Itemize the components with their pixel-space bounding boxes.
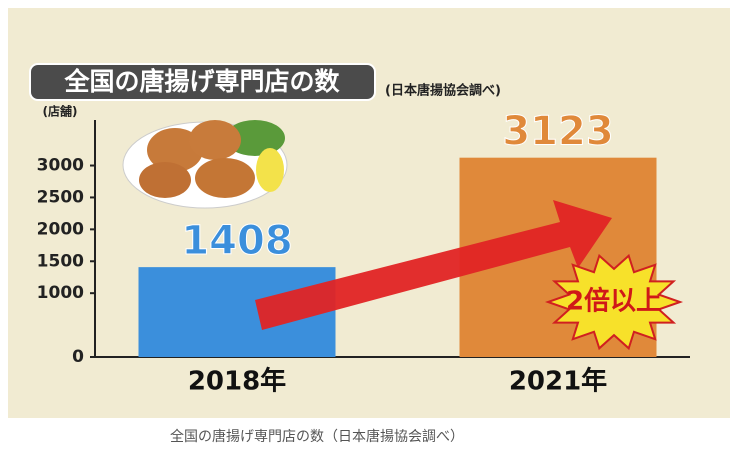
y-tick-label: 3000 bbox=[37, 156, 84, 176]
arrow bbox=[255, 200, 612, 330]
caption: 全国の唐揚げ専門店の数（日本唐揚協会調べ） bbox=[170, 428, 464, 445]
annotation: 2倍以上 bbox=[566, 286, 662, 317]
title-box bbox=[29, 63, 376, 101]
y-tick-label: 0 bbox=[72, 347, 84, 367]
value-label: 1408 bbox=[181, 218, 292, 264]
karaage-plate bbox=[122, 120, 288, 209]
lettuce bbox=[225, 120, 285, 156]
chart-title: 全国の唐揚げ専門店の数 bbox=[63, 67, 340, 96]
karaage bbox=[139, 162, 191, 198]
karaage bbox=[195, 158, 255, 198]
karaage bbox=[147, 128, 203, 172]
y-tick-label: 1500 bbox=[37, 251, 84, 271]
value-label: 3123 bbox=[502, 109, 613, 155]
x-tick-label: 2018年 bbox=[188, 366, 286, 397]
karaage bbox=[189, 120, 241, 160]
y-tick-label: 1000 bbox=[37, 283, 84, 303]
y-tick-label: 2000 bbox=[37, 219, 84, 239]
y-axis-label: (店舗) bbox=[43, 104, 78, 119]
y-tick-label: 2500 bbox=[37, 187, 84, 207]
burst bbox=[544, 253, 684, 351]
x-tick-label: 2021年 bbox=[509, 366, 607, 397]
source: (日本唐揚協会調べ) bbox=[385, 83, 501, 99]
lemon bbox=[256, 148, 284, 192]
